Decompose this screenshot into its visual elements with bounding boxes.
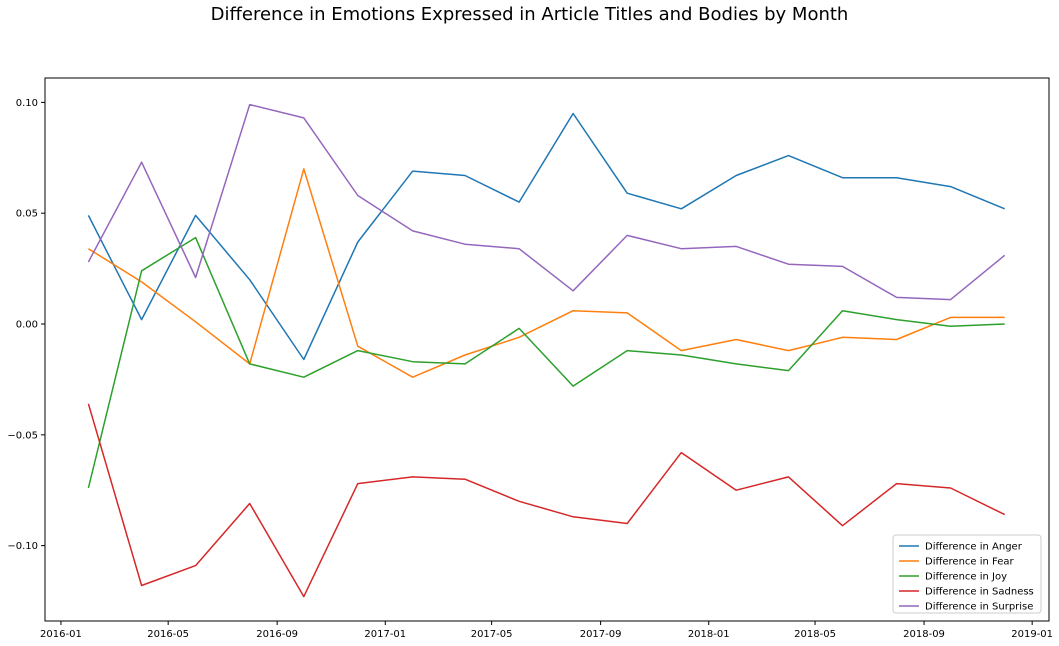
y-tick-label: 0.10: [16, 98, 38, 109]
chart-title: Difference in Emotions Expressed in Arti…: [210, 4, 849, 25]
series-line-difference-in-sadness: [87, 403, 1006, 598]
x-axis: 2016-01 2016-05 2016-09 2017-01 2017-05 2017-…: [40, 621, 1053, 640]
x-tick-label: 2016-05: [147, 629, 189, 640]
series-line-difference-in-fear: [88, 168, 1005, 378]
series-line-difference-in-surprise: [87, 103, 1006, 301]
plot-frame: [44, 77, 1050, 622]
y-tick-label: 0.05: [16, 209, 38, 220]
series-line-difference-in-anger: [87, 112, 1005, 361]
x-tick-label: 2017-09: [580, 629, 622, 640]
legend-box: [892, 534, 1042, 614]
x-tick-label: 2018-05: [794, 629, 836, 640]
x-tick-label: 2018-09: [903, 629, 945, 640]
y-axis: 0.10 0.05 0.00 −0.05 −0.10: [7, 98, 45, 552]
y-tick-label: 0.00: [16, 320, 38, 331]
x-tick-label: 2017-01: [364, 629, 406, 640]
y-tick-label: −0.05: [7, 430, 38, 441]
series-line-difference-in-joy: [87, 236, 1005, 489]
x-tick-label: 2016-01: [40, 629, 82, 640]
legend: Difference in Anger Difference in Fear Dif…: [892, 534, 1042, 614]
series-layer: [87, 103, 1006, 598]
x-tick-label: 2019-01: [1011, 629, 1053, 640]
legend-label: Difference in Joy: [925, 572, 1007, 583]
legend-label: Difference in Anger: [925, 542, 1023, 553]
x-tick-label: 2016-09: [256, 629, 298, 640]
x-tick-label: 2017-05: [471, 629, 513, 640]
x-tick-label: 2018-01: [688, 629, 730, 640]
legend-label: Difference in Fear: [925, 557, 1015, 568]
legend-label: Difference in Surprise: [925, 602, 1033, 613]
legend-label: Difference in Sadness: [925, 587, 1034, 598]
y-tick-label: −0.10: [7, 541, 38, 552]
